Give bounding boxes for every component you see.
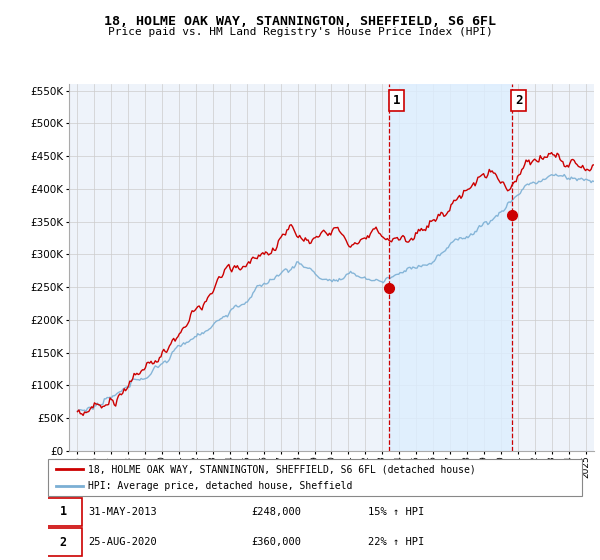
FancyBboxPatch shape [44, 528, 82, 556]
Text: 15% ↑ HPI: 15% ↑ HPI [368, 507, 425, 517]
Text: £360,000: £360,000 [251, 537, 301, 547]
Text: £248,000: £248,000 [251, 507, 301, 517]
Text: 18, HOLME OAK WAY, STANNINGTON, SHEFFIELD, S6 6FL (detached house): 18, HOLME OAK WAY, STANNINGTON, SHEFFIEL… [88, 464, 476, 474]
Text: 22% ↑ HPI: 22% ↑ HPI [368, 537, 425, 547]
Text: 31-MAY-2013: 31-MAY-2013 [88, 507, 157, 517]
Bar [389, 84, 512, 451]
FancyBboxPatch shape [44, 498, 82, 526]
Text: 1: 1 [392, 94, 400, 107]
Text: 2: 2 [59, 535, 67, 549]
Text: Price paid vs. HM Land Registry's House Price Index (HPI): Price paid vs. HM Land Registry's House … [107, 27, 493, 38]
Text: 1: 1 [59, 505, 67, 519]
Text: 18, HOLME OAK WAY, STANNINGTON, SHEFFIELD, S6 6FL: 18, HOLME OAK WAY, STANNINGTON, SHEFFIEL… [104, 15, 496, 28]
FancyBboxPatch shape [48, 459, 582, 496]
Text: HPI: Average price, detached house, Sheffield: HPI: Average price, detached house, Shef… [88, 481, 352, 491]
Text: 2: 2 [515, 94, 523, 107]
Text: 25-AUG-2020: 25-AUG-2020 [88, 537, 157, 547]
